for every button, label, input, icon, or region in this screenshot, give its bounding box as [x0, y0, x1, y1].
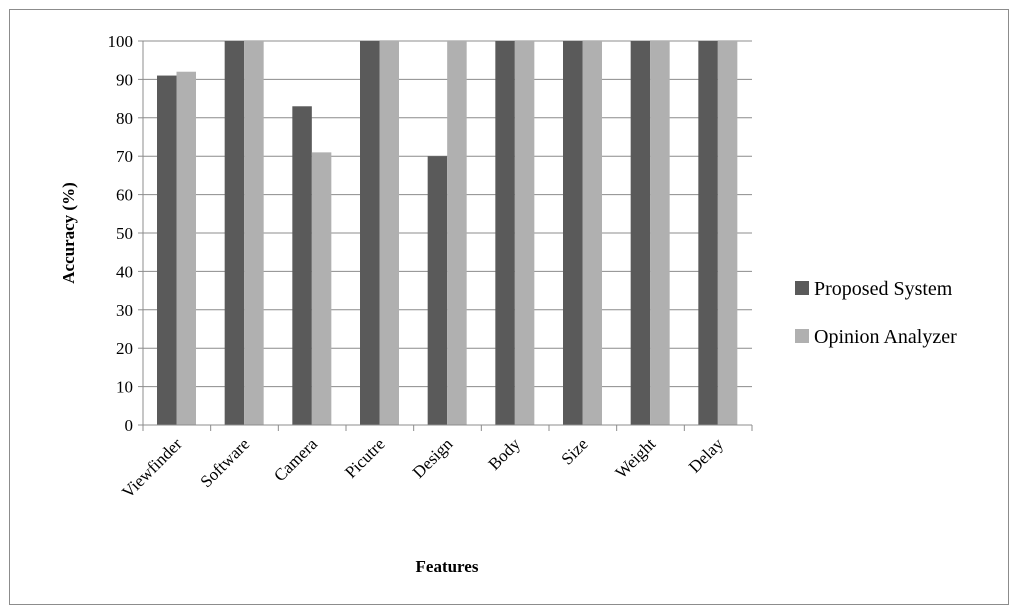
bar-opinion-analyzer	[311, 152, 332, 426]
x-tick-label: Software	[196, 434, 253, 491]
legend-swatch	[795, 329, 809, 343]
y-tick-label: 30	[116, 301, 133, 320]
legend-label: Opinion Analyzer	[814, 326, 957, 348]
bars	[157, 41, 738, 426]
x-tick-label: Viewfinder	[118, 434, 186, 502]
y-tick-label: 60	[116, 186, 133, 205]
y-tick-label: 100	[108, 32, 134, 51]
bar-opinion-analyzer	[582, 41, 602, 425]
legend: Proposed System Opinion Analyzer	[795, 278, 957, 348]
bar-proposed-system	[224, 41, 245, 425]
bar-proposed-system	[292, 106, 312, 425]
y-tick-label: 80	[116, 109, 133, 128]
bar-opinion-analyzer	[176, 71, 196, 425]
x-tick-label: Size	[558, 434, 592, 468]
bar-proposed-system	[698, 41, 718, 425]
x-tick-label: Picutre	[341, 434, 388, 481]
bar-opinion-analyzer	[514, 41, 535, 425]
x-tick-label: Weight	[611, 434, 659, 482]
bar-opinion-analyzer	[447, 41, 467, 425]
bar-proposed-system	[563, 41, 583, 425]
bar-proposed-system	[630, 41, 651, 425]
bar-proposed-system	[495, 41, 515, 425]
bar-proposed-system	[157, 75, 177, 425]
bar-proposed-system	[360, 41, 380, 425]
bar-opinion-analyzer	[717, 41, 738, 425]
bar-opinion-analyzer	[650, 41, 670, 425]
x-tick-label: Camera	[270, 434, 321, 485]
y-tick-label: 10	[116, 378, 133, 397]
y-tick-label: 70	[116, 147, 133, 166]
legend-label: Proposed System	[814, 278, 953, 300]
y-tick-label: 20	[116, 339, 133, 358]
y-tick-label: 0	[125, 416, 134, 435]
x-axis-title: Features	[416, 557, 479, 576]
y-tick-label: 40	[116, 262, 133, 281]
x-tick-label: Delay	[685, 434, 727, 476]
bar-opinion-analyzer	[244, 41, 264, 425]
bar-opinion-analyzer	[379, 41, 399, 425]
axes	[138, 40, 753, 431]
y-tick-label: 50	[116, 224, 133, 243]
bar-proposed-system	[427, 156, 448, 425]
y-axis-title: Accuracy (%)	[59, 182, 78, 284]
x-tick-label: Design	[409, 434, 457, 482]
legend-swatch	[795, 281, 809, 295]
x-tick-label: Body	[485, 434, 525, 474]
y-tick-label: 90	[116, 70, 133, 89]
